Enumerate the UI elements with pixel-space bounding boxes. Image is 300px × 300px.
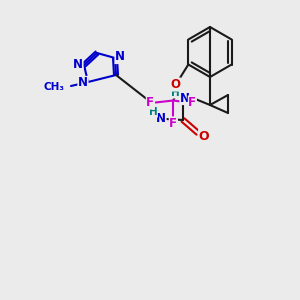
Text: N: N (73, 58, 83, 70)
Text: N: N (156, 112, 166, 124)
Text: F: F (146, 96, 154, 109)
Text: H: H (148, 107, 158, 117)
Text: CH₃: CH₃ (43, 82, 64, 92)
Text: N: N (180, 92, 190, 104)
Text: F: F (169, 117, 177, 130)
Text: F: F (188, 96, 196, 109)
Text: N: N (78, 76, 88, 89)
Text: N: N (115, 50, 125, 64)
Text: O: O (170, 78, 180, 91)
Text: H: H (171, 88, 179, 98)
Text: O: O (199, 130, 209, 142)
